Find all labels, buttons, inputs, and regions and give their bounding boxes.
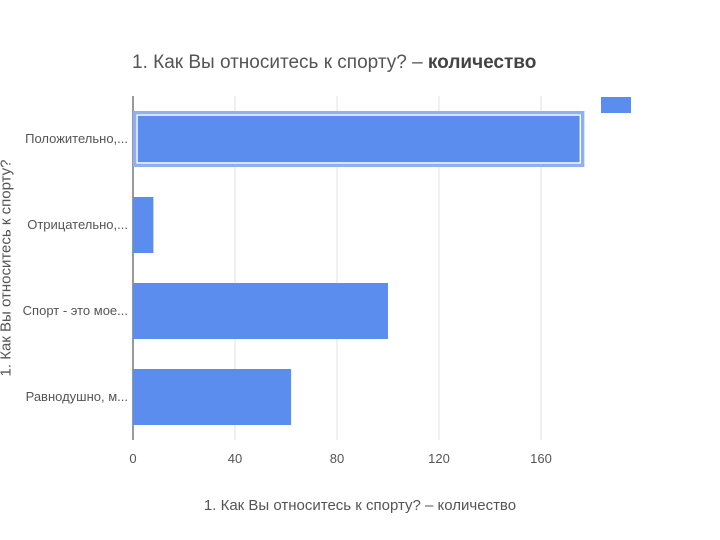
category-label: Спорт - это мое... (23, 303, 128, 318)
x-tick-label: 160 (530, 451, 552, 466)
bar[interactable] (133, 111, 585, 167)
bar[interactable] (133, 197, 154, 253)
chart-title: 1. Как Вы относитесь к спорту? – количес… (132, 52, 537, 73)
bar[interactable] (133, 369, 292, 425)
x-tick-label: 80 (330, 451, 344, 466)
bar-selection-outline (136, 114, 582, 164)
x-tick-label: 120 (428, 451, 450, 466)
category-label: Отрицательно,... (27, 217, 128, 232)
x-axis-label: 1. Как Вы относитесь к спорту? – количес… (203, 497, 517, 514)
legend-swatch[interactable] (601, 97, 631, 113)
category-label: Равнодушно, м... (26, 389, 128, 404)
x-tick-label: 0 (129, 451, 136, 466)
x-tick-label: 40 (228, 451, 242, 466)
category-label: Положительно,... (25, 131, 128, 146)
bar[interactable] (133, 283, 388, 339)
